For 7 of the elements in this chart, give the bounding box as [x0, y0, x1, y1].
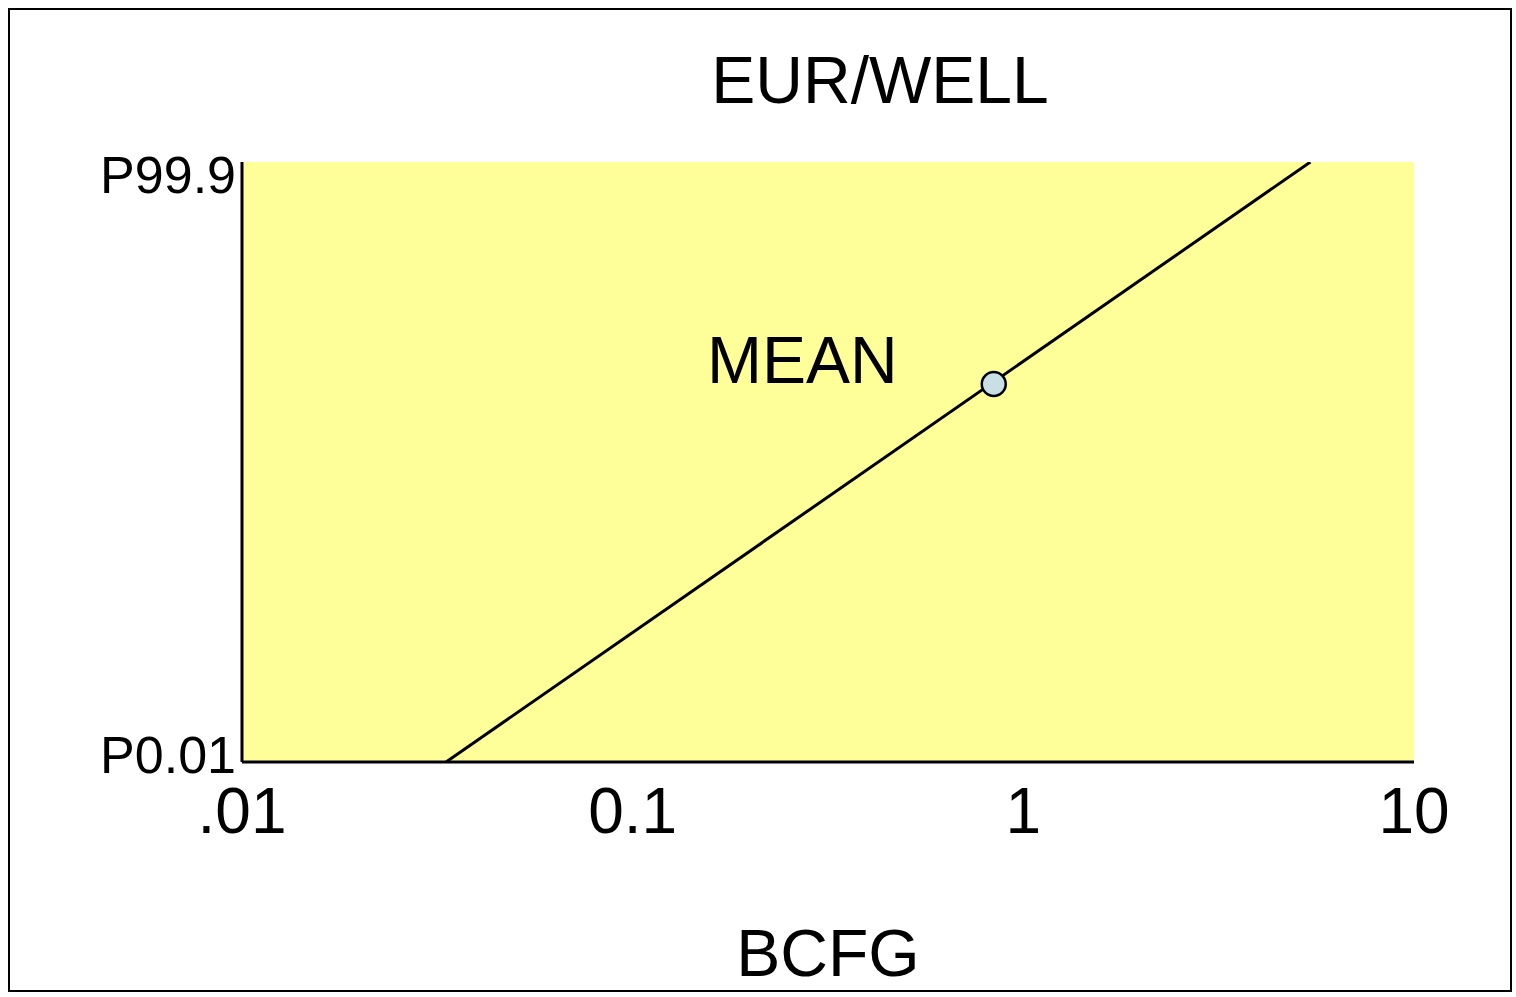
x-tick-label: 1 [1005, 775, 1042, 848]
chart-title: EUR/WELL [711, 43, 1049, 117]
x-axis-title: BCFG [736, 916, 920, 990]
x-tick-label: 0.1 [588, 775, 678, 848]
text: P99.9 [100, 145, 236, 205]
x-tick-label: 10 [1378, 775, 1450, 848]
annotation: MEAN [707, 323, 898, 398]
